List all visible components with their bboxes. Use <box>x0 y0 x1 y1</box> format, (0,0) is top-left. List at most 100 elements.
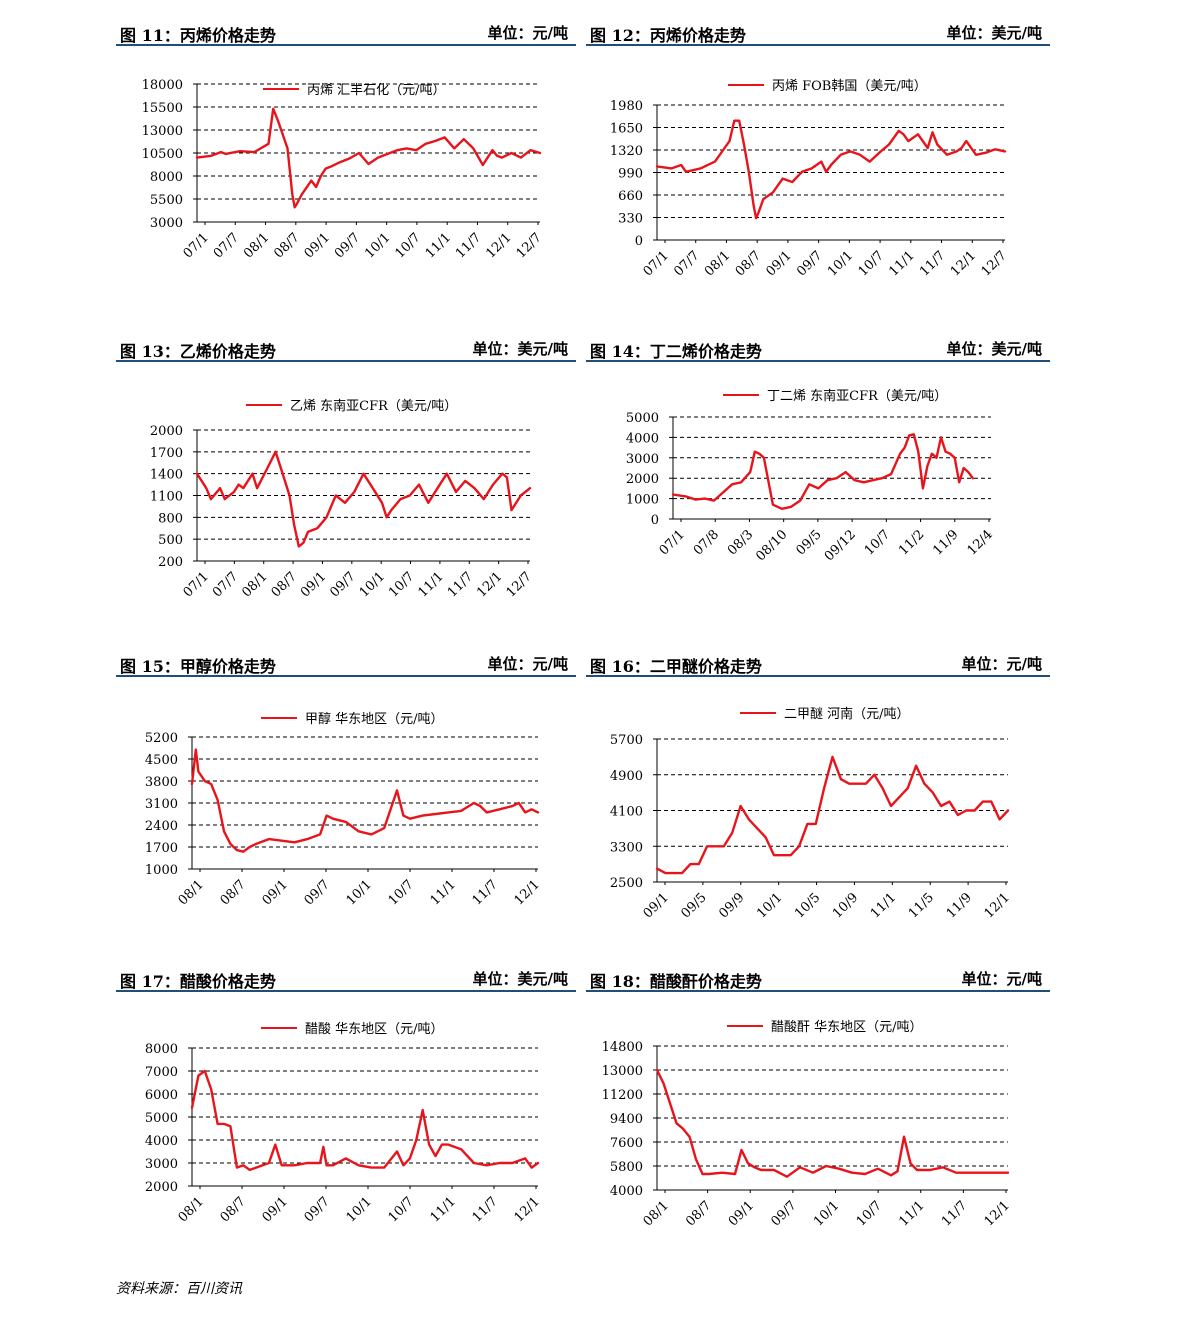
figure-18-unit: 单位：元/吨 <box>961 970 1042 988</box>
legend-label: 乙烯 东南亚CFR（美元/吨） <box>290 398 457 414</box>
y-tick-label: 5500 <box>150 193 183 208</box>
x-tick-label: 10/7 <box>854 1198 885 1229</box>
x-tick-label: 08/1 <box>641 1198 672 1229</box>
series-line <box>655 755 1010 875</box>
x-tick-label: 09/1 <box>726 1198 757 1229</box>
x-tick-label: 10/1 <box>811 1198 842 1229</box>
figure-17-unit: 单位：美元/吨 <box>472 970 568 988</box>
figure-12-title: 图 12：丙烯价格走势 <box>590 26 746 45</box>
y-tick-label: 5000 <box>626 411 659 426</box>
x-tick-label: 11/7 <box>939 1198 970 1229</box>
y-tick-label: 2500 <box>610 876 643 891</box>
figure-11-title: 图 11：丙烯价格走势 <box>120 26 276 45</box>
y-tick-label: 1700 <box>145 841 178 856</box>
y-tick-label: 330 <box>618 212 643 227</box>
y-tick-label: 5200 <box>145 731 178 746</box>
figure-18-header: 图 18：醋酸酐价格走势 单位：元/吨 <box>586 956 1050 992</box>
legend-label: 醋酸酐 华东地区（元/吨） <box>771 1019 923 1035</box>
y-tick-label: 1700 <box>150 446 183 461</box>
series-line <box>671 433 974 510</box>
y-tick-label: 4900 <box>610 769 643 784</box>
y-tick-label: 6000 <box>145 1088 178 1103</box>
figure-15-title: 图 15：甲醇价格走势 <box>120 657 276 676</box>
y-tick-label: 7600 <box>610 1136 643 1151</box>
y-tick-label: 5000 <box>145 1111 178 1126</box>
figure-12-unit: 单位：美元/吨 <box>946 24 1042 42</box>
source-note: 资料来源：百川资讯 <box>116 1281 242 1297</box>
legend-label: 醋酸 华东地区（元/吨） <box>305 1021 444 1037</box>
figure-15-unit: 单位：元/吨 <box>487 655 568 673</box>
y-tick-label: 4000 <box>610 1184 643 1199</box>
y-tick-label: 990 <box>618 167 643 182</box>
figure-13-title: 图 13：乙烯价格走势 <box>120 342 276 361</box>
y-tick-label: 1000 <box>145 863 178 878</box>
y-tick-label: 800 <box>158 511 183 526</box>
legend-label: 丙烯 汇丰石化（元/吨） <box>307 83 446 98</box>
y-tick-label: 4000 <box>145 1134 178 1149</box>
y-tick-label: 8000 <box>150 170 183 185</box>
y-tick-label: 3100 <box>145 797 178 812</box>
series-line <box>655 119 1007 220</box>
y-tick-label: 1320 <box>610 144 643 159</box>
y-tick-label: 1400 <box>150 468 183 483</box>
y-tick-label: 1650 <box>610 122 643 137</box>
legend-label: 二甲醚 河南（元/吨） <box>784 706 910 722</box>
y-tick-label: 4100 <box>610 805 643 820</box>
y-tick-label: 2400 <box>145 819 178 834</box>
x-tick-label: 08/7 <box>683 1198 714 1229</box>
y-tick-label: 13000 <box>602 1064 643 1079</box>
figure-17-title: 图 17：醋酸价格走势 <box>120 972 276 991</box>
y-tick-label: 3000 <box>626 452 659 467</box>
y-tick-label: 3300 <box>610 840 643 855</box>
figure-14-title: 图 14：丁二烯价格走势 <box>590 342 762 361</box>
y-tick-label: 13000 <box>142 124 183 139</box>
y-tick-label: 18000 <box>142 78 183 93</box>
y-tick-label: 15500 <box>142 101 183 116</box>
x-tick-label: 11/1 <box>896 1198 927 1229</box>
y-tick-label: 9400 <box>610 1112 643 1127</box>
y-tick-label: 4500 <box>145 753 178 768</box>
figure-16-header: 图 16：二甲醚价格走势 单位：元/吨 <box>586 641 1050 677</box>
y-tick-label: 7000 <box>145 1065 178 1080</box>
figure-17-header: 图 17：醋酸价格走势 单位：美元/吨 <box>116 956 576 992</box>
x-tick-label: 09/7 <box>768 1198 799 1229</box>
y-tick-label: 11200 <box>602 1088 643 1103</box>
y-tick-label: 3000 <box>150 216 183 231</box>
figure-11-unit: 单位：元/吨 <box>487 24 568 42</box>
x-tick-label: 12/1 <box>982 1198 1013 1229</box>
series-line <box>655 1068 1010 1178</box>
y-tick-label: 5700 <box>610 733 643 748</box>
figure-12-header: 图 12：丙烯价格走势 单位：美元/吨 <box>586 10 1050 46</box>
figure-14-header: 图 14：丁二烯价格走势 单位：美元/吨 <box>586 326 1050 362</box>
y-tick-label: 1100 <box>150 490 183 505</box>
series-line <box>190 748 540 853</box>
y-tick-label: 14800 <box>602 1040 643 1055</box>
legend-label: 丁二烯 东南亚CFR（美元/吨） <box>767 388 947 404</box>
figure-14-unit: 单位：美元/吨 <box>946 340 1042 358</box>
y-tick-label: 2000 <box>626 472 659 487</box>
figure-13-unit: 单位：美元/吨 <box>472 340 568 358</box>
y-tick-label: 10500 <box>142 147 183 162</box>
y-tick-label: 3000 <box>145 1157 178 1172</box>
figure-16-title: 图 16：二甲醚价格走势 <box>590 657 762 676</box>
legend-label: 丙烯 FOB韩国（美元/吨） <box>772 79 927 94</box>
y-tick-label: 2000 <box>150 424 183 439</box>
legend-label: 甲醇 华东地区（元/吨） <box>305 711 444 727</box>
y-tick-label: 0 <box>651 513 659 528</box>
figure-11-header: 图 11：丙烯价格走势 单位：元/吨 <box>116 10 576 46</box>
y-tick-label: 5800 <box>610 1160 643 1175</box>
y-tick-label: 0 <box>635 234 643 249</box>
y-tick-label: 3800 <box>145 775 178 790</box>
figure-18-title: 图 18：醋酸酐价格走势 <box>590 972 762 991</box>
series-line <box>195 107 542 209</box>
y-tick-label: 500 <box>158 533 183 548</box>
figure-13-header: 图 13：乙烯价格走势 单位：美元/吨 <box>116 326 576 362</box>
figure-15-header: 图 15：甲醇价格走势 单位：元/吨 <box>116 641 576 677</box>
series-line <box>190 1069 540 1172</box>
